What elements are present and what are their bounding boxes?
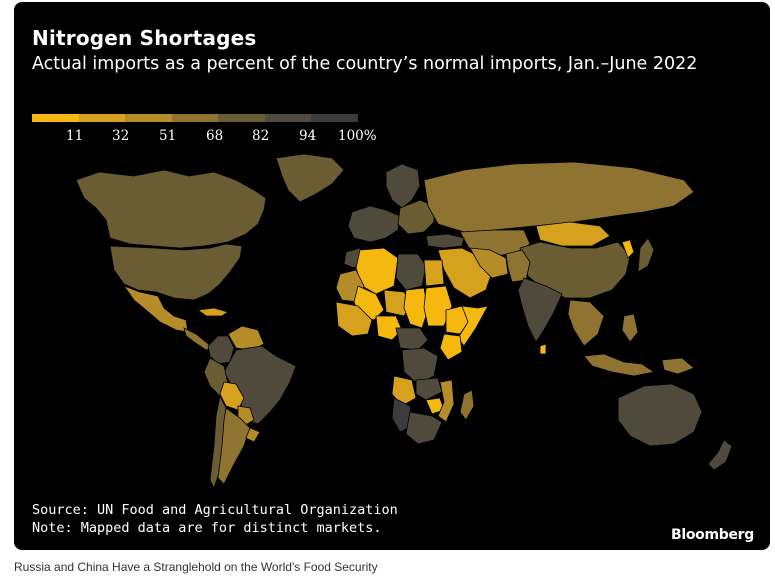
region-sudan	[423, 285, 453, 327]
region-mozambique	[437, 379, 455, 423]
region-australia	[617, 383, 703, 447]
legend-tick: 100%	[338, 128, 377, 144]
region-mexico	[122, 285, 189, 333]
region-korea	[621, 239, 635, 259]
region-turkey	[425, 233, 465, 249]
region-greenland	[275, 153, 345, 203]
chart-subtitle: Actual imports as a percent of the count…	[32, 54, 698, 74]
region-angola	[391, 375, 417, 407]
region-cuba	[196, 307, 229, 317]
region-indonesia	[583, 353, 656, 377]
region-zambia	[415, 377, 443, 401]
legend-swatch-7	[311, 114, 358, 122]
legend-tick: 51	[159, 128, 177, 144]
region-scandinavia	[385, 163, 421, 209]
region-eastern-europe	[397, 199, 435, 235]
region-argentina	[217, 407, 251, 485]
region-western-europe	[347, 205, 401, 243]
legend-swatch-4	[171, 114, 218, 122]
region-colombia	[207, 335, 235, 365]
region-somalia	[457, 305, 489, 347]
region-japan	[637, 237, 655, 273]
chart-notes: Source: UN Food and Agricultural Organiz…	[32, 501, 398, 537]
region-namibia	[391, 397, 413, 433]
region-west-africa	[335, 301, 373, 337]
chart-title: Nitrogen Shortages	[32, 26, 257, 50]
legend-tick: 32	[112, 128, 130, 144]
legend-tick: 68	[206, 128, 224, 144]
legend-swatch-2	[78, 114, 125, 122]
legend-tick: 94	[299, 128, 317, 144]
region-drc	[401, 347, 439, 385]
legend-ticks: 11 32 51 68 82 94 100%	[32, 128, 377, 148]
brand-logo: Bloomberg	[670, 527, 754, 543]
source-note: Source: UN Food and Agricultural Organiz…	[32, 502, 398, 518]
legend-swatch-6	[264, 114, 311, 122]
chart-card: Nitrogen Shortages Actual imports as a p…	[14, 2, 770, 550]
region-usa	[109, 243, 243, 301]
legend-bar	[32, 114, 358, 122]
region-iran	[469, 247, 509, 279]
region-madagascar	[459, 389, 475, 421]
legend-swatch-3	[125, 114, 172, 122]
region-southeast-asia	[567, 299, 605, 347]
article-caption: Russia and China Have a Stranglehold on …	[14, 560, 378, 574]
legend-swatch-5	[218, 114, 265, 122]
region-south-africa	[405, 411, 443, 445]
region-russia	[423, 161, 695, 233]
region-libya	[395, 253, 427, 291]
region-egypt	[423, 259, 445, 287]
region-kenya	[439, 333, 463, 361]
region-canada	[75, 169, 267, 249]
legend-tick: 11	[66, 128, 84, 144]
world-map	[75, 153, 733, 490]
region-sri-lanka	[539, 343, 547, 355]
region-india	[517, 277, 563, 343]
color-legend: 11 32 51 68 82 94 100%	[32, 114, 377, 148]
region-venezuela	[227, 325, 265, 351]
region-philippines	[621, 313, 639, 343]
region-mongolia	[535, 221, 611, 247]
region-png	[661, 357, 695, 375]
region-chad	[403, 287, 429, 329]
region-new-zealand	[707, 439, 733, 471]
legend-swatch-1	[32, 114, 79, 122]
data-note: Note: Mapped data are for distinct marke…	[32, 520, 382, 536]
legend-tick: 82	[252, 128, 270, 144]
region-central-africa	[395, 327, 429, 351]
region-uruguay	[245, 427, 261, 443]
